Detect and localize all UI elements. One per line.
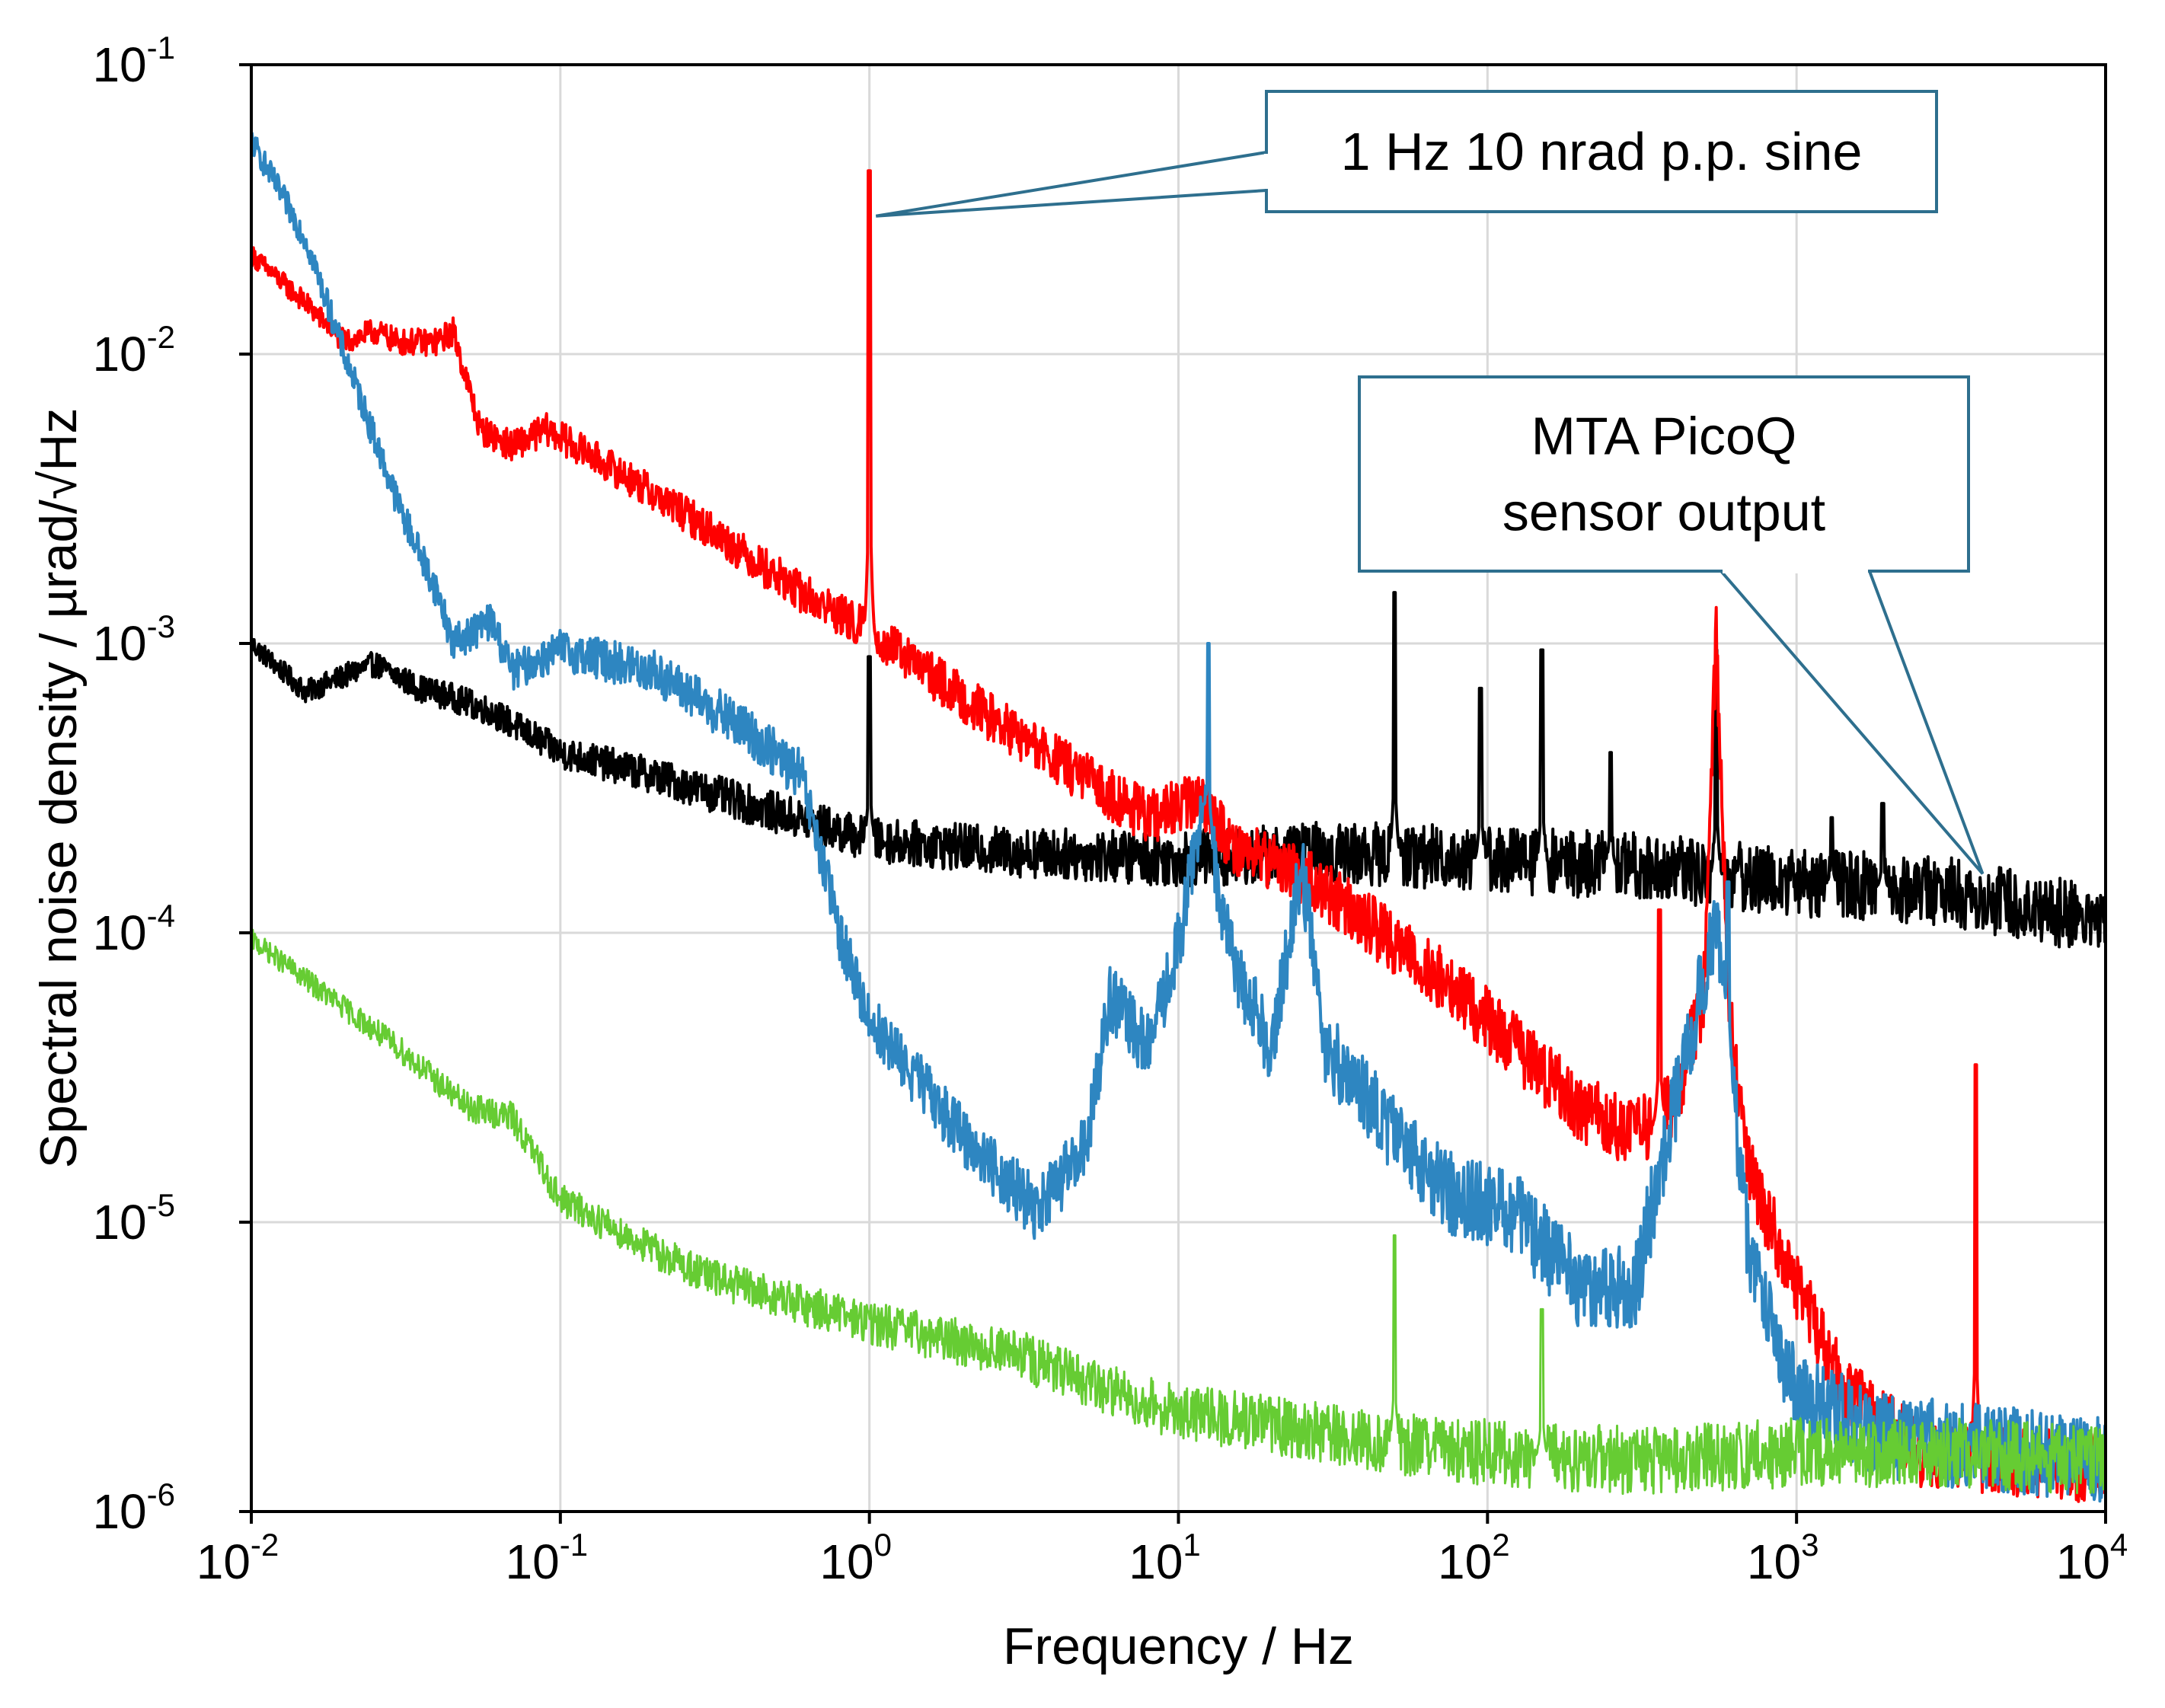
axis-ticks: 10-2 10-1 100 101 102 103 10410-610-510-410-31… bbox=[92, 30, 2128, 1589]
y-tick-base: 10 bbox=[92, 327, 146, 382]
callout-box bbox=[1358, 375, 1970, 573]
x-tick-base: 10 bbox=[1129, 1534, 1183, 1589]
x-tick-exponent: 0 bbox=[874, 1527, 892, 1563]
y-tick-base: 10 bbox=[92, 905, 146, 960]
series-mta-picoq-sensor-output bbox=[250, 591, 2107, 949]
y-tick-exponent: -4 bbox=[147, 898, 175, 934]
y-tick-exponent: -6 bbox=[147, 1477, 175, 1512]
callout-text: MTA PicoQ bbox=[1531, 407, 1797, 466]
callout-pointer bbox=[1720, 570, 1985, 875]
x-tick-exponent: 1 bbox=[1183, 1527, 1200, 1563]
series-green-trace bbox=[250, 928, 2107, 1496]
y-tick-label: 10-5 bbox=[92, 1187, 175, 1250]
y-tick-label: 10-2 bbox=[92, 319, 175, 382]
callout-text: sensor output bbox=[1502, 483, 1825, 542]
x-tick-exponent: 4 bbox=[2110, 1527, 2128, 1563]
x-tick-exponent: 3 bbox=[1801, 1527, 1819, 1563]
y-tick-base: 10 bbox=[92, 616, 146, 671]
x-axis-label: Frequency / Hz bbox=[1003, 1617, 1354, 1675]
x-tick-base: 10 bbox=[196, 1534, 251, 1589]
x-tick-exponent: 2 bbox=[1492, 1527, 1509, 1563]
x-tick-base: 10 bbox=[1438, 1534, 1492, 1589]
sine-callout: 1 Hz 10 nrad p.p. sine bbox=[875, 90, 1938, 218]
y-axis-label: Spectral noise density / µrad/√Hz bbox=[30, 408, 88, 1169]
series-red-trace bbox=[250, 169, 2107, 1503]
y-tick-exponent: -2 bbox=[147, 319, 175, 355]
y-tick-base: 10 bbox=[92, 37, 146, 92]
y-tick-label: 10-4 bbox=[92, 898, 175, 960]
y-tick-label: 10-6 bbox=[92, 1477, 175, 1539]
series-line bbox=[250, 131, 2107, 1503]
data-series bbox=[250, 131, 2107, 1503]
x-tick-label: 101 bbox=[1129, 1527, 1201, 1589]
x-tick-base: 10 bbox=[1747, 1534, 1801, 1589]
x-tick-base: 10 bbox=[2056, 1534, 2110, 1589]
x-tick-label: 103 bbox=[1747, 1527, 1819, 1589]
callout-text: 1 Hz 10 nrad p.p. sine bbox=[1341, 122, 1863, 181]
x-tick-label: 10-2 bbox=[196, 1527, 279, 1589]
y-tick-exponent: -5 bbox=[147, 1187, 175, 1223]
x-tick-base: 10 bbox=[819, 1534, 873, 1589]
x-tick-base: 10 bbox=[506, 1534, 560, 1589]
y-tick-exponent: -3 bbox=[147, 608, 175, 644]
callout-box bbox=[1265, 90, 1938, 213]
y-tick-base: 10 bbox=[92, 1195, 146, 1250]
x-tick-label: 104 bbox=[2056, 1527, 2128, 1589]
y-tick-label: 10-3 bbox=[92, 608, 175, 671]
y-tick-label: 10-1 bbox=[92, 30, 175, 92]
x-tick-exponent: -2 bbox=[251, 1527, 279, 1563]
y-tick-base: 10 bbox=[92, 1484, 146, 1539]
x-tick-label: 100 bbox=[819, 1527, 892, 1589]
y-tick-exponent: -1 bbox=[147, 30, 175, 65]
series-line bbox=[250, 591, 2107, 949]
x-tick-label: 10-1 bbox=[506, 1527, 589, 1589]
x-tick-label: 102 bbox=[1438, 1527, 1510, 1589]
series-blue-trace bbox=[250, 131, 2107, 1503]
callouts: 1 Hz 10 nrad p.p. sine MTA PicoQ sensor ou… bbox=[875, 90, 1985, 875]
series-line bbox=[250, 169, 2107, 1503]
series-line bbox=[250, 928, 2107, 1496]
sensor-callout: MTA PicoQ sensor output bbox=[1358, 375, 1985, 875]
callout-pointer bbox=[875, 151, 1267, 218]
x-tick-exponent: -1 bbox=[560, 1527, 588, 1563]
